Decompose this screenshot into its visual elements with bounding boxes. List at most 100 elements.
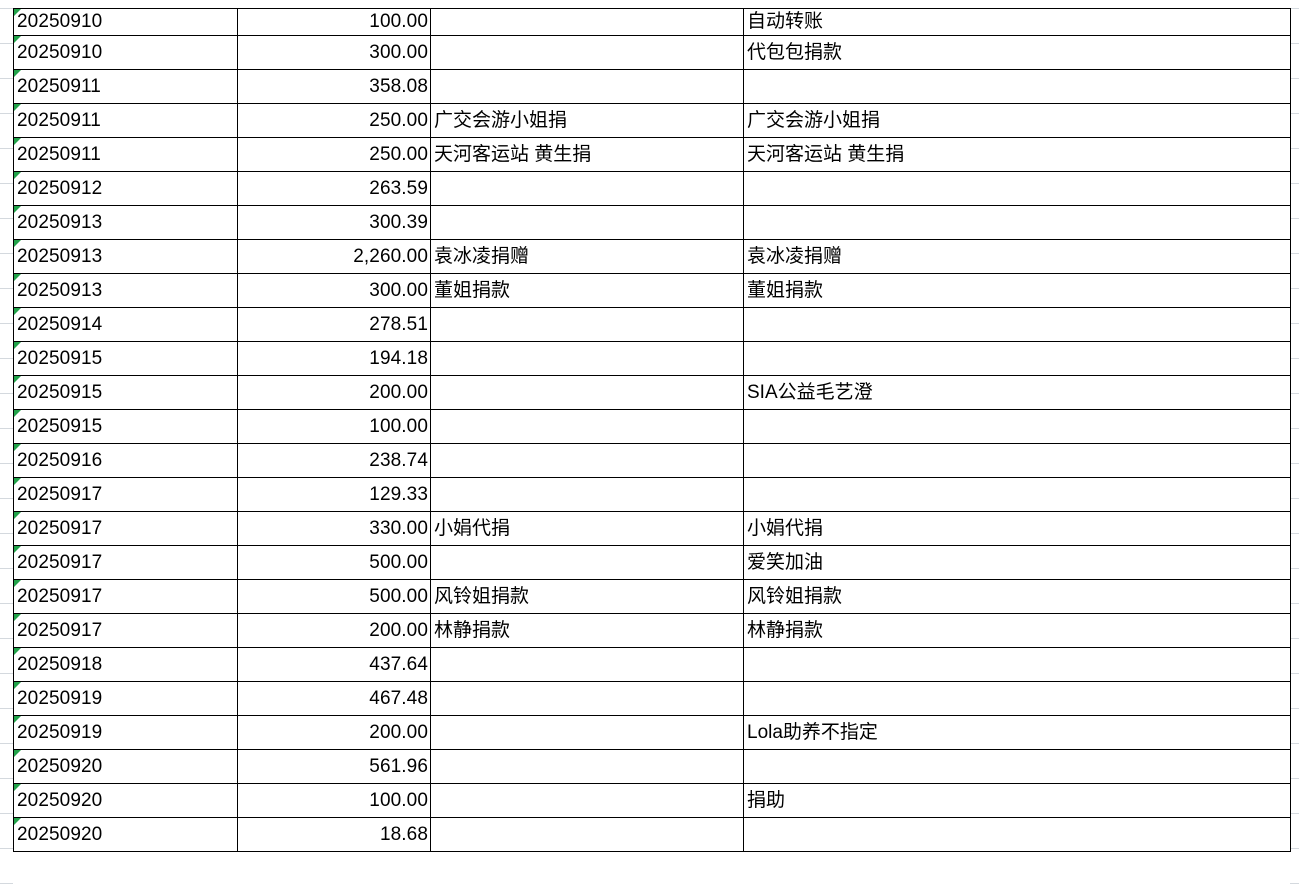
- cell-date[interactable]: 20250913: [13, 239, 238, 274]
- table-row[interactable]: 20250913 300.39: [13, 205, 1291, 240]
- table-row[interactable]: 20250919 467.48: [13, 681, 1291, 716]
- table-row[interactable]: 20250915 194.18: [13, 341, 1291, 376]
- cell-date[interactable]: 20250911: [13, 137, 238, 172]
- cell-date[interactable]: 20250915: [13, 409, 238, 444]
- cell-amount[interactable]: 500.00: [237, 545, 431, 580]
- cell-date[interactable]: 20250917: [13, 477, 238, 512]
- cell-note-secondary[interactable]: [743, 749, 1291, 784]
- cell-note-primary[interactable]: [430, 545, 744, 580]
- cell-amount[interactable]: 200.00: [237, 715, 431, 750]
- cell-date[interactable]: 20250920: [13, 749, 238, 784]
- cell-note-primary[interactable]: [430, 715, 744, 750]
- cell-note-secondary[interactable]: [743, 341, 1291, 376]
- cell-amount[interactable]: 194.18: [237, 341, 431, 376]
- table-row[interactable]: 20250920 100.00 捐助: [13, 783, 1291, 818]
- cell-note-primary[interactable]: 袁冰凌捐赠: [430, 239, 744, 274]
- cell-amount[interactable]: 300.39: [237, 205, 431, 240]
- cell-date[interactable]: 20250917: [13, 579, 238, 614]
- cell-date[interactable]: 20250911: [13, 103, 238, 138]
- cell-amount[interactable]: 330.00: [237, 511, 431, 546]
- cell-note-primary[interactable]: [430, 783, 744, 818]
- cell-amount[interactable]: 437.64: [237, 647, 431, 682]
- cell-note-secondary[interactable]: 广交会游小姐捐: [743, 103, 1291, 138]
- table-row[interactable]: 20250912 263.59: [13, 171, 1291, 206]
- table-row[interactable]: 20250920 561.96: [13, 749, 1291, 784]
- table-row[interactable]: 20250911 250.00 天河客运站 黄生捐 天河客运站 黄生捐: [13, 137, 1291, 172]
- cell-note-primary[interactable]: [430, 647, 744, 682]
- cell-amount[interactable]: 100.00: [237, 409, 431, 444]
- cell-note-primary[interactable]: [430, 681, 744, 716]
- cell-amount[interactable]: 200.00: [237, 613, 431, 648]
- cell-note-primary[interactable]: 董姐捐款: [430, 273, 744, 308]
- cell-note-secondary[interactable]: [743, 409, 1291, 444]
- cell-date[interactable]: 20250912: [13, 171, 238, 206]
- cell-date[interactable]: 20250919: [13, 681, 238, 716]
- table-row[interactable]: 20250916 238.74: [13, 443, 1291, 478]
- cell-date[interactable]: 20250916: [13, 443, 238, 478]
- table-row[interactable]: 20250920 18.68: [13, 817, 1291, 852]
- cell-amount[interactable]: 100.00: [237, 8, 431, 36]
- cell-note-primary[interactable]: [430, 375, 744, 410]
- cell-amount[interactable]: 18.68: [237, 817, 431, 852]
- cell-date[interactable]: 20250918: [13, 647, 238, 682]
- cell-date[interactable]: 20250917: [13, 545, 238, 580]
- cell-note-secondary[interactable]: [743, 171, 1291, 206]
- cell-note-secondary[interactable]: 自动转账: [743, 8, 1291, 36]
- cell-date[interactable]: 20250914: [13, 307, 238, 342]
- cell-note-secondary[interactable]: [743, 647, 1291, 682]
- cell-amount[interactable]: 278.51: [237, 307, 431, 342]
- cell-amount[interactable]: 561.96: [237, 749, 431, 784]
- cell-note-secondary[interactable]: [743, 817, 1291, 852]
- table-row[interactable]: 20250911 358.08: [13, 69, 1291, 104]
- cell-amount[interactable]: 129.33: [237, 477, 431, 512]
- cell-note-secondary[interactable]: [743, 69, 1291, 104]
- cell-note-primary[interactable]: [430, 817, 744, 852]
- cell-note-primary[interactable]: [430, 409, 744, 444]
- cell-note-secondary[interactable]: Lola助养不指定: [743, 715, 1291, 750]
- cell-date[interactable]: 20250911: [13, 69, 238, 104]
- cell-note-secondary[interactable]: SIA公益毛艺澄: [743, 375, 1291, 410]
- cell-date[interactable]: 20250919: [13, 715, 238, 750]
- cell-amount[interactable]: 250.00: [237, 103, 431, 138]
- cell-amount[interactable]: 500.00: [237, 579, 431, 614]
- table-row[interactable]: 20250911 250.00 广交会游小姐捐 广交会游小姐捐: [13, 103, 1291, 138]
- cell-note-secondary[interactable]: [743, 205, 1291, 240]
- cell-amount[interactable]: 358.08: [237, 69, 431, 104]
- cell-note-primary[interactable]: [430, 8, 744, 36]
- table-row[interactable]: 20250914 278.51: [13, 307, 1291, 342]
- cell-note-primary[interactable]: [430, 307, 744, 342]
- cell-note-primary[interactable]: [430, 69, 744, 104]
- cell-note-secondary[interactable]: [743, 443, 1291, 478]
- table-row[interactable]: 20250917 330.00 小娟代捐 小娟代捐: [13, 511, 1291, 546]
- cell-note-secondary[interactable]: 捐助: [743, 783, 1291, 818]
- table-row[interactable]: 20250917 500.00 爱笑加油: [13, 545, 1291, 580]
- cell-amount[interactable]: 263.59: [237, 171, 431, 206]
- cell-amount[interactable]: 467.48: [237, 681, 431, 716]
- cell-note-secondary[interactable]: 小娟代捐: [743, 511, 1291, 546]
- cell-date[interactable]: 20250910: [13, 35, 238, 70]
- cell-note-primary[interactable]: 天河客运站 黄生捐: [430, 137, 744, 172]
- cell-note-secondary[interactable]: [743, 477, 1291, 512]
- cell-note-primary[interactable]: [430, 171, 744, 206]
- table-row[interactable]: 20250915 100.00: [13, 409, 1291, 444]
- table-row[interactable]: 20250910 100.00 自动转账: [13, 8, 1291, 36]
- cell-note-secondary[interactable]: [743, 307, 1291, 342]
- table-row[interactable]: 20250915 200.00 SIA公益毛艺澄: [13, 375, 1291, 410]
- cell-date[interactable]: 20250915: [13, 375, 238, 410]
- cell-note-primary[interactable]: 风铃姐捐款: [430, 579, 744, 614]
- cell-amount[interactable]: 2,260.00: [237, 239, 431, 274]
- cell-note-primary[interactable]: 林静捐款: [430, 613, 744, 648]
- cell-note-primary[interactable]: [430, 477, 744, 512]
- table-row[interactable]: 20250918 437.64: [13, 647, 1291, 682]
- cell-amount[interactable]: 300.00: [237, 273, 431, 308]
- table-row[interactable]: 20250917 129.33: [13, 477, 1291, 512]
- cell-note-secondary[interactable]: 林静捐款: [743, 613, 1291, 648]
- cell-note-primary[interactable]: [430, 749, 744, 784]
- cell-note-primary[interactable]: [430, 443, 744, 478]
- cell-note-secondary[interactable]: [743, 681, 1291, 716]
- cell-amount[interactable]: 238.74: [237, 443, 431, 478]
- cell-amount[interactable]: 100.00: [237, 783, 431, 818]
- cell-date[interactable]: 20250920: [13, 783, 238, 818]
- cell-note-secondary[interactable]: 董姐捐款: [743, 273, 1291, 308]
- cell-note-primary[interactable]: 小娟代捐: [430, 511, 744, 546]
